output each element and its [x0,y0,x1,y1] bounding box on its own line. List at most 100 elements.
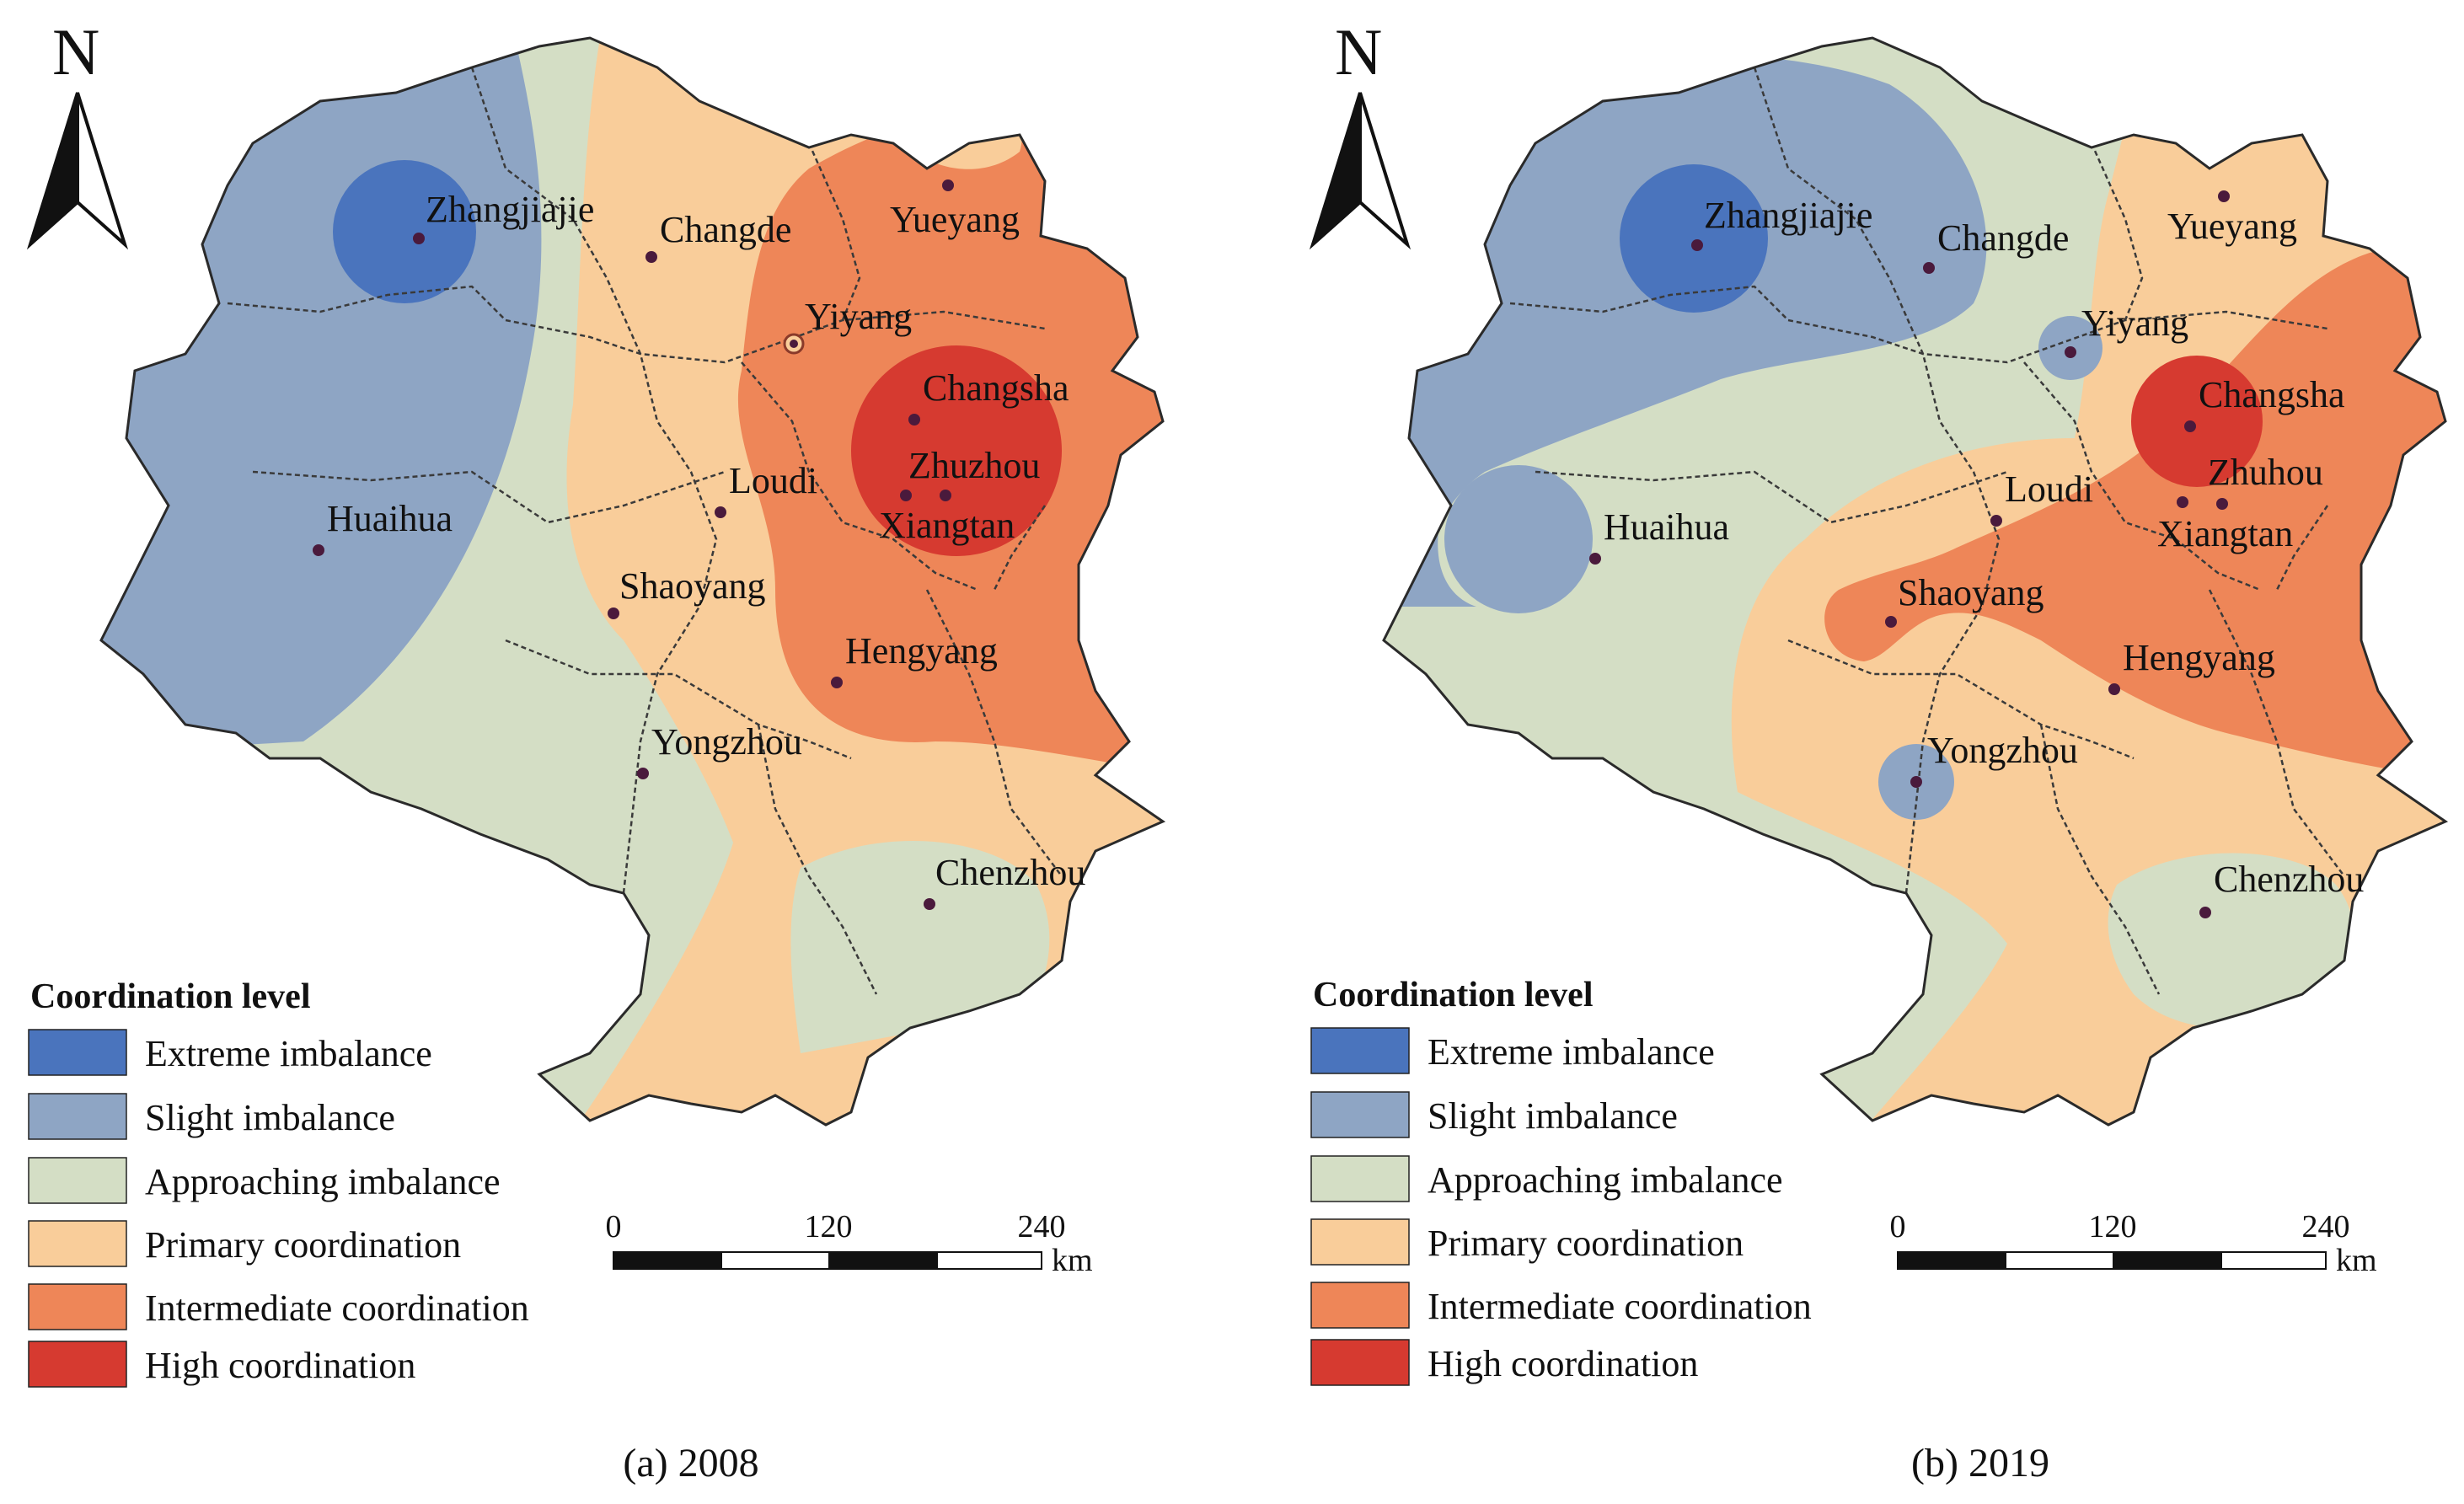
legend-swatch-slight [1310,1091,1410,1138]
scale-tick-label: 120 [805,1209,853,1244]
legend-swatch-extreme [1310,1027,1410,1074]
scale-segment [828,1251,938,1270]
legend-title: Coordination level [30,977,311,1016]
map-panel-2008: Zhangjiajie Changde Yueyang Yiyang Chang… [26,15,1165,1485]
north-arrow-icon [76,92,129,250]
city-label: Hengyang [845,630,998,672]
city-label: Chenzhou [2214,859,2364,900]
scale-bar-2008: 0 120 240 km [606,1209,1093,1278]
city-dot [1885,616,1897,628]
legend-swatch-primary [28,1220,127,1267]
north-arrow-icon-fill [1309,92,1362,250]
city-dot [1990,515,2002,527]
scale-tick-label: 240 [2302,1209,2350,1244]
city-markers-2019 [1589,190,2230,918]
legend-label-approaching: Approaching imbalance [145,1161,501,1202]
district-boundaries-2019 [1509,67,2345,995]
city-label: Shaoyang [1898,572,2044,613]
city-label: Zhuzhou [908,445,1040,486]
city-dot [790,340,798,348]
choropleth-2019 [1384,38,2445,1125]
city-dot [831,677,843,688]
map-panel-2019: Zhangjiajie Changde Yueyang Yiyang Chang… [1309,15,2447,1485]
zone-slight [1384,53,1987,607]
city-label: Changde [1937,217,2069,259]
legend-title: Coordination level [1313,976,1594,1014]
city-label: Huaihua [327,498,453,539]
city-label: Yueyang [2167,206,2297,247]
scale-tick-label: 0 [606,1209,622,1244]
scale-tick-label: 0 [1890,1209,1906,1244]
city-markers-2008 [313,179,954,910]
legend-label-slight: Slight imbalance [145,1097,395,1138]
city-label: Yongzhou [651,721,802,763]
zone-approaching-chenzhou [2108,853,2354,1029]
city-dot [2177,496,2188,508]
city-label: Loudi [729,460,817,501]
legend-swatch-approaching [28,1157,127,1204]
city-label: Huaihua [1604,506,1729,548]
city-dot [715,506,726,518]
city-label: Zhuhou [2208,452,2323,493]
legend-swatch-primary [1310,1218,1410,1266]
zone-high [851,345,1062,556]
legend-2008: Coordination level Extreme imbalance Sli… [28,977,529,1388]
zone-extreme [333,160,476,303]
city-dot [413,233,425,244]
legend-label-slight: Slight imbalance [1428,1095,1678,1137]
scale-tick-label: 120 [2089,1209,2137,1244]
legend-swatch-intermediate [1310,1282,1410,1329]
city-label: Xiangtan [2157,513,2293,554]
scale-segment [936,1251,1042,1270]
panel-caption-2019: (b) 2019 [1911,1441,2049,1485]
city-label: Yongzhou [1927,730,2078,771]
legend-label-intermediate: Intermediate coordination [1428,1286,1812,1327]
city-dot [924,898,935,910]
city-label: Yiyang [2081,302,2188,344]
city-labels-2008: Zhangjiajie Changde Yueyang Yiyang Chang… [327,189,1085,893]
city-dot [637,768,649,779]
scale-unit: km [2336,1243,2377,1278]
scale-segment [2113,1251,2222,1270]
city-label: Changsha [923,367,1069,409]
city-dot [645,251,657,263]
city-dot [1589,553,1601,565]
scale-unit: km [1052,1243,1093,1278]
legend-2019: Coordination level Extreme imbalance Sli… [1310,976,1812,1386]
city-labels-2019: Zhangjiajie Changde Yueyang Yiyang Chang… [1604,195,2364,900]
city-dot [1691,239,1703,251]
zone-approaching-chenzhou [790,840,1050,1053]
district-boundaries-2008 [227,67,1063,995]
city-dot [2199,907,2211,918]
scale-segment [2220,1251,2327,1270]
legend-label-extreme: Extreme imbalance [1428,1031,1715,1073]
scale-segment [2005,1251,2114,1270]
legend-swatch-extreme [28,1029,127,1076]
city-label: Shaoyang [619,565,766,607]
zone-slight-huaihua [1444,465,1593,613]
scale-bar-2019: 0 120 240 km [1890,1209,2377,1278]
city-dot [608,607,619,619]
legend-label-primary: Primary coordination [145,1224,461,1266]
city-label: Hengyang [2123,637,2275,678]
city-label: Zhangjiajie [1704,195,1872,236]
north-label: N [52,15,99,88]
city-label: Yiyang [805,296,912,337]
scale-segment [1897,1251,2006,1270]
city-label: Zhangjiajie [426,189,594,230]
legend-swatch-high [1310,1339,1410,1386]
legend-label-high: High coordination [1428,1343,1698,1384]
city-dot [2065,346,2076,358]
city-dot [2216,498,2228,510]
city-dot [2184,420,2196,432]
city-dot [1923,262,1935,274]
city-label: Changsha [2199,374,2345,415]
city-label: Yueyang [890,199,1020,240]
legend-label-approaching: Approaching imbalance [1428,1159,1783,1201]
north-label: N [1335,15,1382,88]
legend-label-primary: Primary coordination [1428,1223,1744,1264]
legend-swatch-slight [28,1093,127,1140]
panel-caption-2008: (a) 2008 [623,1441,758,1485]
city-dot [2218,190,2230,202]
legend-swatch-approaching [1310,1155,1410,1202]
